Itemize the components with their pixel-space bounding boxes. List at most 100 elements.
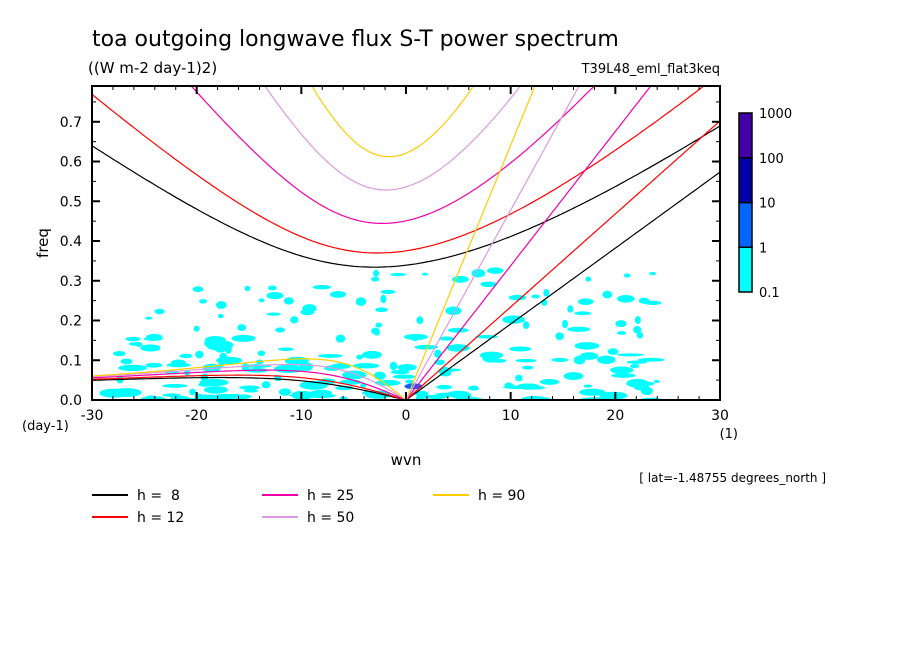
power-contour bbox=[551, 357, 569, 362]
y-tick-label: 0.6 bbox=[60, 155, 82, 171]
power-contour bbox=[610, 366, 634, 374]
power-contour bbox=[616, 353, 645, 357]
power-shading bbox=[99, 267, 665, 400]
power-contour bbox=[446, 344, 470, 352]
power-contour bbox=[441, 368, 462, 372]
power-contour bbox=[257, 350, 266, 356]
power-contour bbox=[626, 360, 648, 364]
power-contour bbox=[166, 362, 191, 368]
y-units: (day-1) bbox=[22, 419, 69, 434]
power-contour bbox=[567, 305, 574, 313]
power-contour bbox=[317, 353, 343, 358]
power-contour bbox=[258, 298, 265, 303]
x-tick-label: 20 bbox=[606, 408, 624, 424]
power-contour bbox=[330, 365, 348, 369]
power-contour bbox=[615, 320, 627, 328]
power-contour bbox=[509, 346, 532, 352]
plot-frame bbox=[91, 85, 721, 401]
power-contour bbox=[373, 269, 380, 277]
x-tick-label: 10 bbox=[502, 408, 520, 424]
power-contour bbox=[482, 353, 499, 363]
power-contour bbox=[623, 273, 631, 278]
power-contour bbox=[290, 316, 299, 324]
inertia-gravity-curve bbox=[264, 86, 522, 191]
power-contour bbox=[199, 378, 229, 387]
kelvin-curve bbox=[405, 86, 652, 400]
rossby-curve bbox=[92, 376, 407, 400]
power-contour bbox=[637, 357, 665, 362]
y-tick-label: 0.3 bbox=[60, 274, 82, 290]
power-contour bbox=[390, 272, 406, 277]
power-contour bbox=[371, 276, 380, 282]
x-tick-label: 30 bbox=[711, 408, 729, 424]
power-contour bbox=[432, 395, 443, 400]
power-contour bbox=[563, 372, 584, 381]
chart-units: ((W m-2 day-1)2) bbox=[88, 59, 217, 77]
x-tick-label: 0 bbox=[402, 408, 411, 424]
power-contour bbox=[371, 327, 380, 335]
power-contour bbox=[562, 319, 569, 329]
power-contour bbox=[633, 325, 642, 334]
power-contour bbox=[573, 355, 586, 365]
legend-label: h = 90 bbox=[478, 488, 525, 504]
power-contour bbox=[179, 353, 193, 359]
power-contour bbox=[640, 386, 653, 396]
power-contour bbox=[118, 364, 148, 372]
power-contour bbox=[599, 391, 628, 400]
power-contour bbox=[266, 312, 281, 316]
power-contour bbox=[312, 284, 332, 290]
power-contour bbox=[445, 306, 462, 316]
inertia-gravity-curve bbox=[92, 125, 720, 268]
power-contour bbox=[203, 386, 229, 394]
power-contour bbox=[634, 316, 641, 325]
power-contour bbox=[218, 395, 246, 399]
legend-label: h = 50 bbox=[307, 510, 354, 526]
power-contour bbox=[302, 304, 317, 313]
x-tick-label: -20 bbox=[185, 408, 208, 424]
power-contour bbox=[447, 327, 469, 333]
power-contour bbox=[611, 373, 636, 378]
inertia-gravity-curve bbox=[311, 86, 475, 158]
colorbar-label: 1000 bbox=[759, 107, 792, 122]
power-contour bbox=[435, 392, 461, 397]
power-contour bbox=[145, 316, 153, 320]
power-contour bbox=[329, 290, 347, 298]
y-tick-label: 0.1 bbox=[60, 353, 82, 369]
colorbar-swatch bbox=[738, 112, 753, 159]
power-contour bbox=[218, 341, 234, 350]
power-contour bbox=[389, 361, 398, 371]
power-contour bbox=[154, 308, 165, 315]
power-contour bbox=[291, 390, 314, 400]
power-contour bbox=[602, 290, 613, 299]
x-tick-label: -10 bbox=[290, 408, 313, 424]
power-contour bbox=[195, 350, 204, 359]
power-contour bbox=[120, 358, 133, 365]
power-contour bbox=[237, 324, 247, 331]
power-contour bbox=[193, 325, 200, 332]
power-contour bbox=[421, 272, 428, 276]
power-contour bbox=[277, 347, 294, 352]
power-contour bbox=[217, 313, 224, 319]
power-contour bbox=[539, 378, 560, 385]
rossby-curve bbox=[92, 374, 407, 400]
power-contour bbox=[266, 291, 284, 300]
legend-label: h = 12 bbox=[137, 510, 184, 526]
power-contour bbox=[231, 334, 256, 342]
colorbar-label: 10 bbox=[759, 197, 776, 212]
power-contour bbox=[199, 299, 208, 304]
rossby-curve bbox=[92, 358, 407, 400]
power-contour bbox=[380, 289, 396, 295]
power-contour bbox=[216, 356, 243, 365]
run-label: T39L48_eml_flat3keq bbox=[581, 62, 720, 77]
power-contour bbox=[630, 364, 640, 369]
power-contour bbox=[617, 331, 627, 335]
power-contour bbox=[555, 332, 565, 341]
colorbar: 0.1 1 10 100 1000 bbox=[738, 107, 792, 301]
power-contour bbox=[567, 326, 591, 332]
power-contour bbox=[189, 388, 196, 396]
power-contour bbox=[356, 354, 364, 360]
power-contour bbox=[522, 365, 534, 370]
power-contour bbox=[439, 336, 454, 341]
colorbar-swatch bbox=[738, 246, 753, 293]
